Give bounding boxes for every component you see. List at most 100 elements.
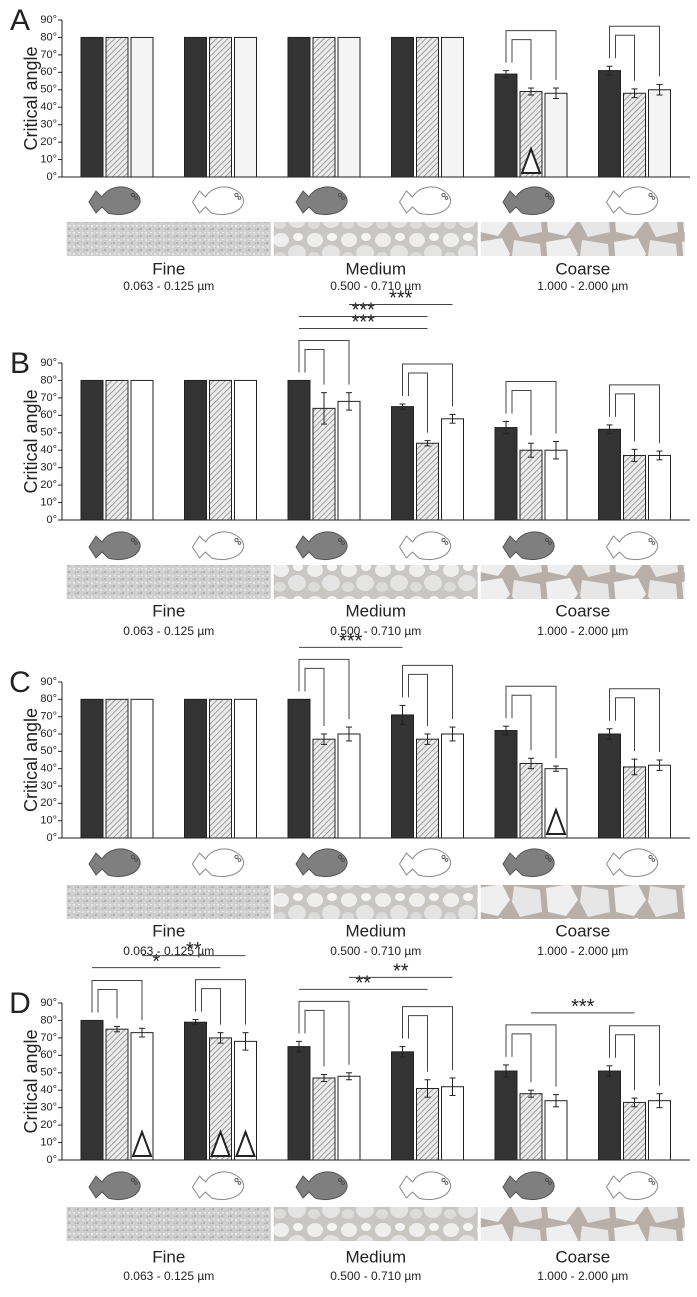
bar bbox=[441, 1086, 464, 1161]
bar bbox=[598, 70, 621, 178]
error-bar bbox=[346, 726, 352, 742]
fish-icon bbox=[399, 1171, 452, 1201]
bar bbox=[416, 1087, 439, 1161]
fish-icon bbox=[606, 1171, 659, 1201]
y-tick-label: 40° bbox=[40, 763, 57, 775]
bar bbox=[234, 36, 257, 178]
sediment-photo bbox=[480, 222, 685, 256]
bar bbox=[391, 406, 414, 521]
error-bar bbox=[424, 733, 431, 745]
fish-icon bbox=[502, 1171, 555, 1201]
sediment-name: Coarse bbox=[555, 1247, 610, 1266]
panel: B Critical angle 0° 10° 20° 30° 40° 50° 60° 70° 80… bbox=[10, 288, 690, 638]
comparison-bracket bbox=[195, 979, 246, 1025]
sediment-range: 0.500 - 0.710 µm bbox=[330, 279, 421, 293]
fish-icon bbox=[295, 1171, 348, 1201]
sediment-range: 0.500 - 0.710 µm bbox=[330, 1269, 421, 1283]
bar bbox=[441, 418, 464, 521]
error-bar bbox=[631, 88, 638, 99]
fish-icon bbox=[88, 531, 141, 561]
bar bbox=[312, 1077, 336, 1161]
bar bbox=[391, 714, 414, 839]
y-tick-label: 20° bbox=[40, 136, 57, 148]
sediment-photo bbox=[66, 885, 271, 919]
bar bbox=[184, 1021, 207, 1161]
y-tick-label: 80° bbox=[40, 693, 57, 705]
y-tick-label: 40° bbox=[40, 101, 57, 113]
error-bar bbox=[321, 1074, 327, 1082]
panel: A Critical angle 0° 10° 20° 30° 40° 50° 60° 70° 80… bbox=[10, 4, 690, 293]
bar bbox=[130, 379, 154, 521]
fish-icon bbox=[88, 1171, 141, 1201]
fish-icon bbox=[502, 531, 555, 561]
bar bbox=[441, 733, 464, 839]
bar bbox=[184, 698, 207, 839]
sediment-photo bbox=[480, 1207, 685, 1241]
y-tick-label: 10° bbox=[40, 815, 57, 827]
comparison-bracket bbox=[298, 658, 350, 726]
bar bbox=[312, 36, 336, 178]
sediment-range: 0.063 - 0.125 µm bbox=[123, 279, 214, 293]
bar bbox=[80, 698, 104, 839]
panel-label: D bbox=[9, 987, 31, 1020]
fish-icon bbox=[88, 186, 141, 216]
significance-label: *** bbox=[339, 631, 363, 653]
sediment-name: Coarse bbox=[555, 259, 610, 278]
y-tick-label: 90° bbox=[40, 357, 57, 369]
bar bbox=[416, 36, 439, 178]
bar bbox=[80, 379, 104, 521]
y-tick-label: 70° bbox=[40, 711, 57, 723]
error-bar bbox=[449, 1077, 456, 1096]
error-bar bbox=[656, 84, 663, 96]
panel: C Critical angle 0° 10° 20° 30° 40° 50° 60° 70° 80… bbox=[9, 631, 690, 958]
bar bbox=[80, 1019, 104, 1161]
error-bar bbox=[606, 65, 613, 76]
bar bbox=[623, 766, 646, 839]
y-tick-label: 0° bbox=[46, 171, 57, 183]
bar bbox=[287, 379, 311, 521]
comparison-bracket bbox=[609, 25, 660, 81]
bar bbox=[184, 36, 207, 178]
bar bbox=[130, 698, 154, 839]
y-tick-label: 10° bbox=[40, 1136, 57, 1148]
significance-label: *** bbox=[352, 300, 376, 322]
sediment-photo bbox=[273, 565, 478, 599]
fish-icon bbox=[399, 848, 452, 878]
y-tick-label: 60° bbox=[40, 1049, 57, 1061]
fish-icon bbox=[192, 1171, 245, 1201]
y-tick-label: 50° bbox=[40, 745, 57, 757]
y-tick-label: 60° bbox=[40, 66, 57, 78]
bar bbox=[519, 1093, 543, 1161]
triangle-marker bbox=[210, 1129, 231, 1157]
bar bbox=[184, 379, 207, 521]
sediment-name: Medium bbox=[346, 921, 406, 940]
error-bar bbox=[449, 413, 456, 424]
comparison-bracket bbox=[505, 685, 557, 759]
panel-label: C bbox=[9, 666, 31, 699]
y-tick-label: 30° bbox=[40, 119, 57, 131]
error-bar bbox=[424, 440, 431, 447]
sediment-photo bbox=[273, 222, 478, 256]
sediment-range: 0.063 - 0.125 µm bbox=[123, 624, 214, 638]
y-tick-label: 90° bbox=[40, 676, 57, 688]
sediment-name: Coarse bbox=[555, 601, 610, 620]
error-bar bbox=[114, 1026, 120, 1033]
y-tick-label: 70° bbox=[40, 49, 57, 61]
fish-icon bbox=[88, 848, 141, 878]
fish-icon bbox=[502, 186, 555, 216]
error-bar bbox=[139, 1027, 145, 1038]
bar bbox=[494, 730, 518, 839]
y-tick-label: 40° bbox=[40, 1084, 57, 1096]
error-bar bbox=[528, 757, 534, 770]
sediment-range: 1.000 - 2.000 µm bbox=[537, 1269, 628, 1283]
sediment-range: 1.000 - 2.000 µm bbox=[537, 624, 628, 638]
y-tick-label: 40° bbox=[40, 444, 57, 456]
sediment-photo bbox=[66, 1207, 271, 1241]
bar bbox=[80, 36, 104, 178]
sediment-range: 1.000 - 2.000 µm bbox=[537, 279, 628, 293]
error-bar bbox=[553, 87, 559, 99]
y-tick-label: 10° bbox=[40, 153, 57, 165]
error-bar bbox=[399, 704, 406, 725]
bar bbox=[519, 449, 543, 521]
